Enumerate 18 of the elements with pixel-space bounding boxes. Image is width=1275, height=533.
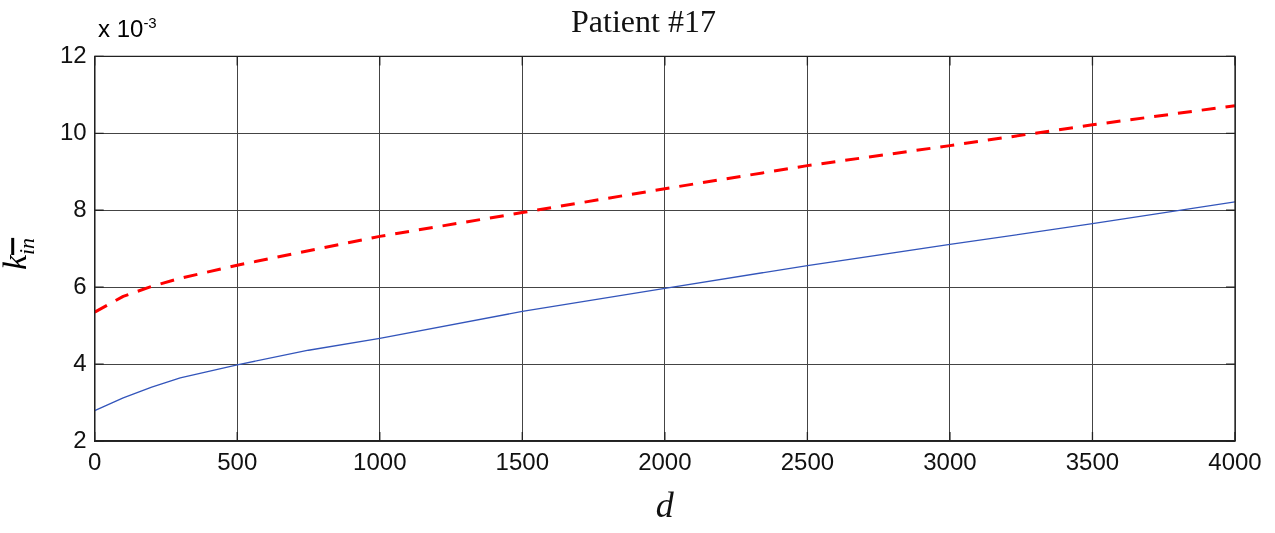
y-tick-label: 2: [73, 425, 87, 453]
x-axis-title: d: [655, 484, 675, 525]
x-tick-label: 2500: [780, 448, 835, 476]
text: x 10$^{-3}$: [98, 14, 157, 43]
y-tick-label: 4: [73, 348, 87, 376]
chart-title: Patient #17: [571, 2, 716, 39]
x-tick-label: 4000: [1208, 448, 1262, 476]
x-tick-label: 2000: [638, 448, 692, 476]
x-tick-label: 1000: [353, 448, 407, 476]
x-tick-label: 500: [217, 448, 258, 476]
x-tick-label: 3500: [1065, 448, 1120, 476]
y-tick-label: 12: [59, 41, 87, 69]
x-tick-label: 3000: [923, 448, 977, 476]
y-tick-label: 10: [59, 117, 87, 145]
y-tick-label: 6: [73, 271, 87, 299]
x-tick-label: 1500: [495, 448, 549, 476]
x-tick-label: 0: [88, 448, 102, 476]
y-tick-label: 8: [73, 194, 87, 222]
